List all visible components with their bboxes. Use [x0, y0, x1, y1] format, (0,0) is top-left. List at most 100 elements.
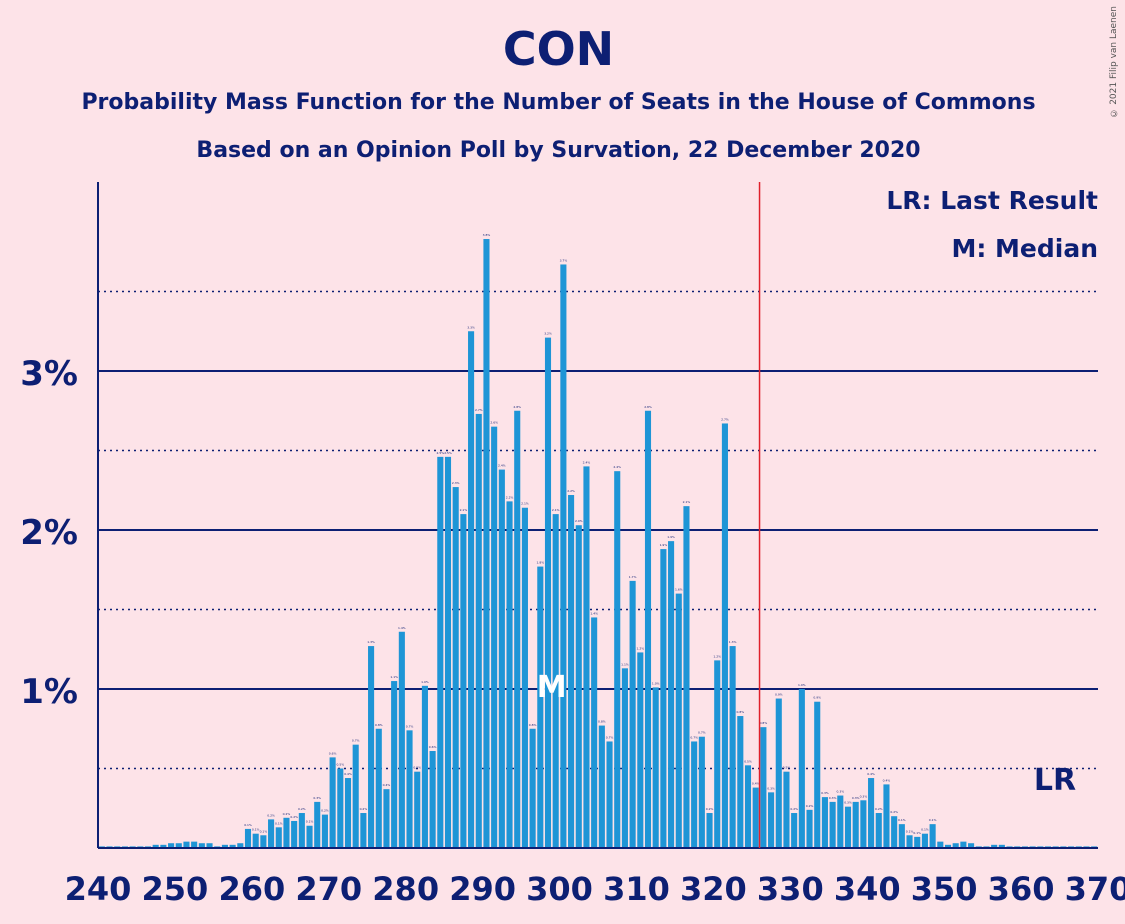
bar — [691, 741, 698, 848]
bar — [760, 727, 767, 848]
bar-value-label: 1.2% — [636, 646, 644, 650]
bar-value-label: 0.4% — [383, 783, 391, 787]
x-tick-label: 360 — [988, 870, 1055, 908]
bar-value-label: 0.1% — [244, 823, 252, 827]
bar-value-label: 1.4% — [398, 626, 406, 630]
bar — [744, 765, 752, 848]
bar — [683, 506, 690, 848]
bar — [191, 841, 198, 848]
bar — [375, 728, 382, 848]
bar — [360, 813, 367, 848]
bar — [775, 698, 782, 848]
bar — [868, 778, 875, 848]
bar — [321, 814, 328, 848]
bar-value-label: 0.2% — [267, 813, 275, 817]
bar — [152, 844, 159, 848]
bar-value-label: 1.3% — [729, 640, 737, 644]
bar — [483, 239, 490, 848]
bar-value-label: 2.2% — [567, 489, 575, 493]
bar-value-label: 0.4% — [344, 772, 352, 776]
bar-value-label: 2.2% — [506, 495, 514, 499]
bar — [698, 736, 705, 848]
x-tick-label: 290 — [449, 870, 516, 908]
bar — [791, 813, 798, 848]
x-tick-label: 320 — [680, 870, 747, 908]
bar-value-label: 1.4% — [590, 611, 598, 615]
bar-value-label: 2.5% — [436, 451, 444, 455]
bar — [160, 844, 167, 848]
bar-value-label: 3.3% — [467, 325, 475, 329]
bar — [806, 809, 813, 848]
bar-value-label: 2.1% — [521, 502, 529, 506]
bar-value-label: 2.7% — [721, 417, 729, 421]
bar — [575, 525, 582, 848]
bar-value-label: 2.4% — [498, 464, 506, 468]
bar-value-label: 2.1% — [683, 500, 691, 504]
bar-value-label: 0.7% — [606, 735, 614, 739]
bar-value-label: 0.4% — [867, 772, 875, 776]
x-tick-label: 310 — [603, 870, 670, 908]
bar-value-label: 0.3% — [821, 791, 829, 795]
bar — [352, 744, 359, 848]
bar-value-label: 0.8% — [529, 723, 537, 727]
median-label: M — [537, 670, 567, 705]
x-tick-label: 370 — [1065, 870, 1125, 908]
bar — [198, 843, 205, 848]
x-tick-label: 280 — [372, 870, 439, 908]
bar — [568, 495, 575, 848]
bar-value-label: 0.7% — [698, 731, 706, 735]
bar — [283, 817, 290, 848]
bar-value-label: 0.3% — [836, 790, 844, 794]
bar-value-label: 1.8% — [536, 561, 544, 565]
bar — [560, 264, 567, 849]
legend-entry: LR: Last Result — [886, 186, 1098, 215]
x-tick-label: 330 — [757, 870, 824, 908]
bar-value-label: 1.0% — [421, 680, 429, 684]
bar-value-label: 2.7% — [475, 408, 483, 412]
bar-value-label: 0.3% — [767, 786, 775, 790]
bar — [298, 813, 305, 848]
bar — [291, 820, 298, 848]
bar-value-label: 0.4% — [883, 778, 891, 782]
bar — [937, 841, 944, 848]
bar — [421, 685, 428, 848]
bar-value-label: 0.8% — [736, 710, 744, 714]
bar — [637, 652, 644, 848]
last-result-label: LR — [1034, 763, 1076, 798]
bar — [721, 423, 728, 848]
bar-value-label: 1.9% — [660, 543, 668, 547]
bar-value-label: 0.8% — [375, 723, 383, 727]
bar — [506, 501, 513, 848]
bar-value-label: 0.2% — [806, 804, 814, 808]
bar — [583, 466, 590, 848]
bar-value-label: 0.5% — [744, 759, 752, 763]
bar-value-label: 0.2% — [360, 807, 368, 811]
bar — [537, 566, 544, 848]
bar — [591, 617, 598, 848]
legend-entry: M: Median — [951, 234, 1098, 263]
bar — [829, 801, 836, 848]
bar-value-label: 1.0% — [798, 683, 806, 687]
bar — [244, 828, 252, 848]
bar — [952, 843, 959, 848]
bar — [968, 843, 975, 848]
bar-value-label: 0.5% — [336, 763, 344, 767]
bar-value-label: 0.1% — [275, 821, 283, 825]
bar — [414, 771, 421, 848]
bar — [521, 507, 528, 848]
bar-value-label: 0.8% — [760, 721, 768, 725]
bar-value-label: 0.1% — [906, 829, 914, 833]
bar-value-label: 2.4% — [583, 460, 591, 464]
bar — [260, 835, 267, 848]
x-tick-label: 250 — [142, 870, 209, 908]
y-tick-label: 1% — [20, 672, 78, 712]
bar-value-label: 0.9% — [775, 693, 783, 697]
bar — [714, 660, 721, 848]
bar — [229, 844, 236, 848]
bar — [814, 701, 821, 848]
bar — [383, 789, 390, 848]
bar — [314, 801, 321, 848]
bar-value-label: 0.5% — [783, 766, 791, 770]
bar — [906, 835, 913, 848]
